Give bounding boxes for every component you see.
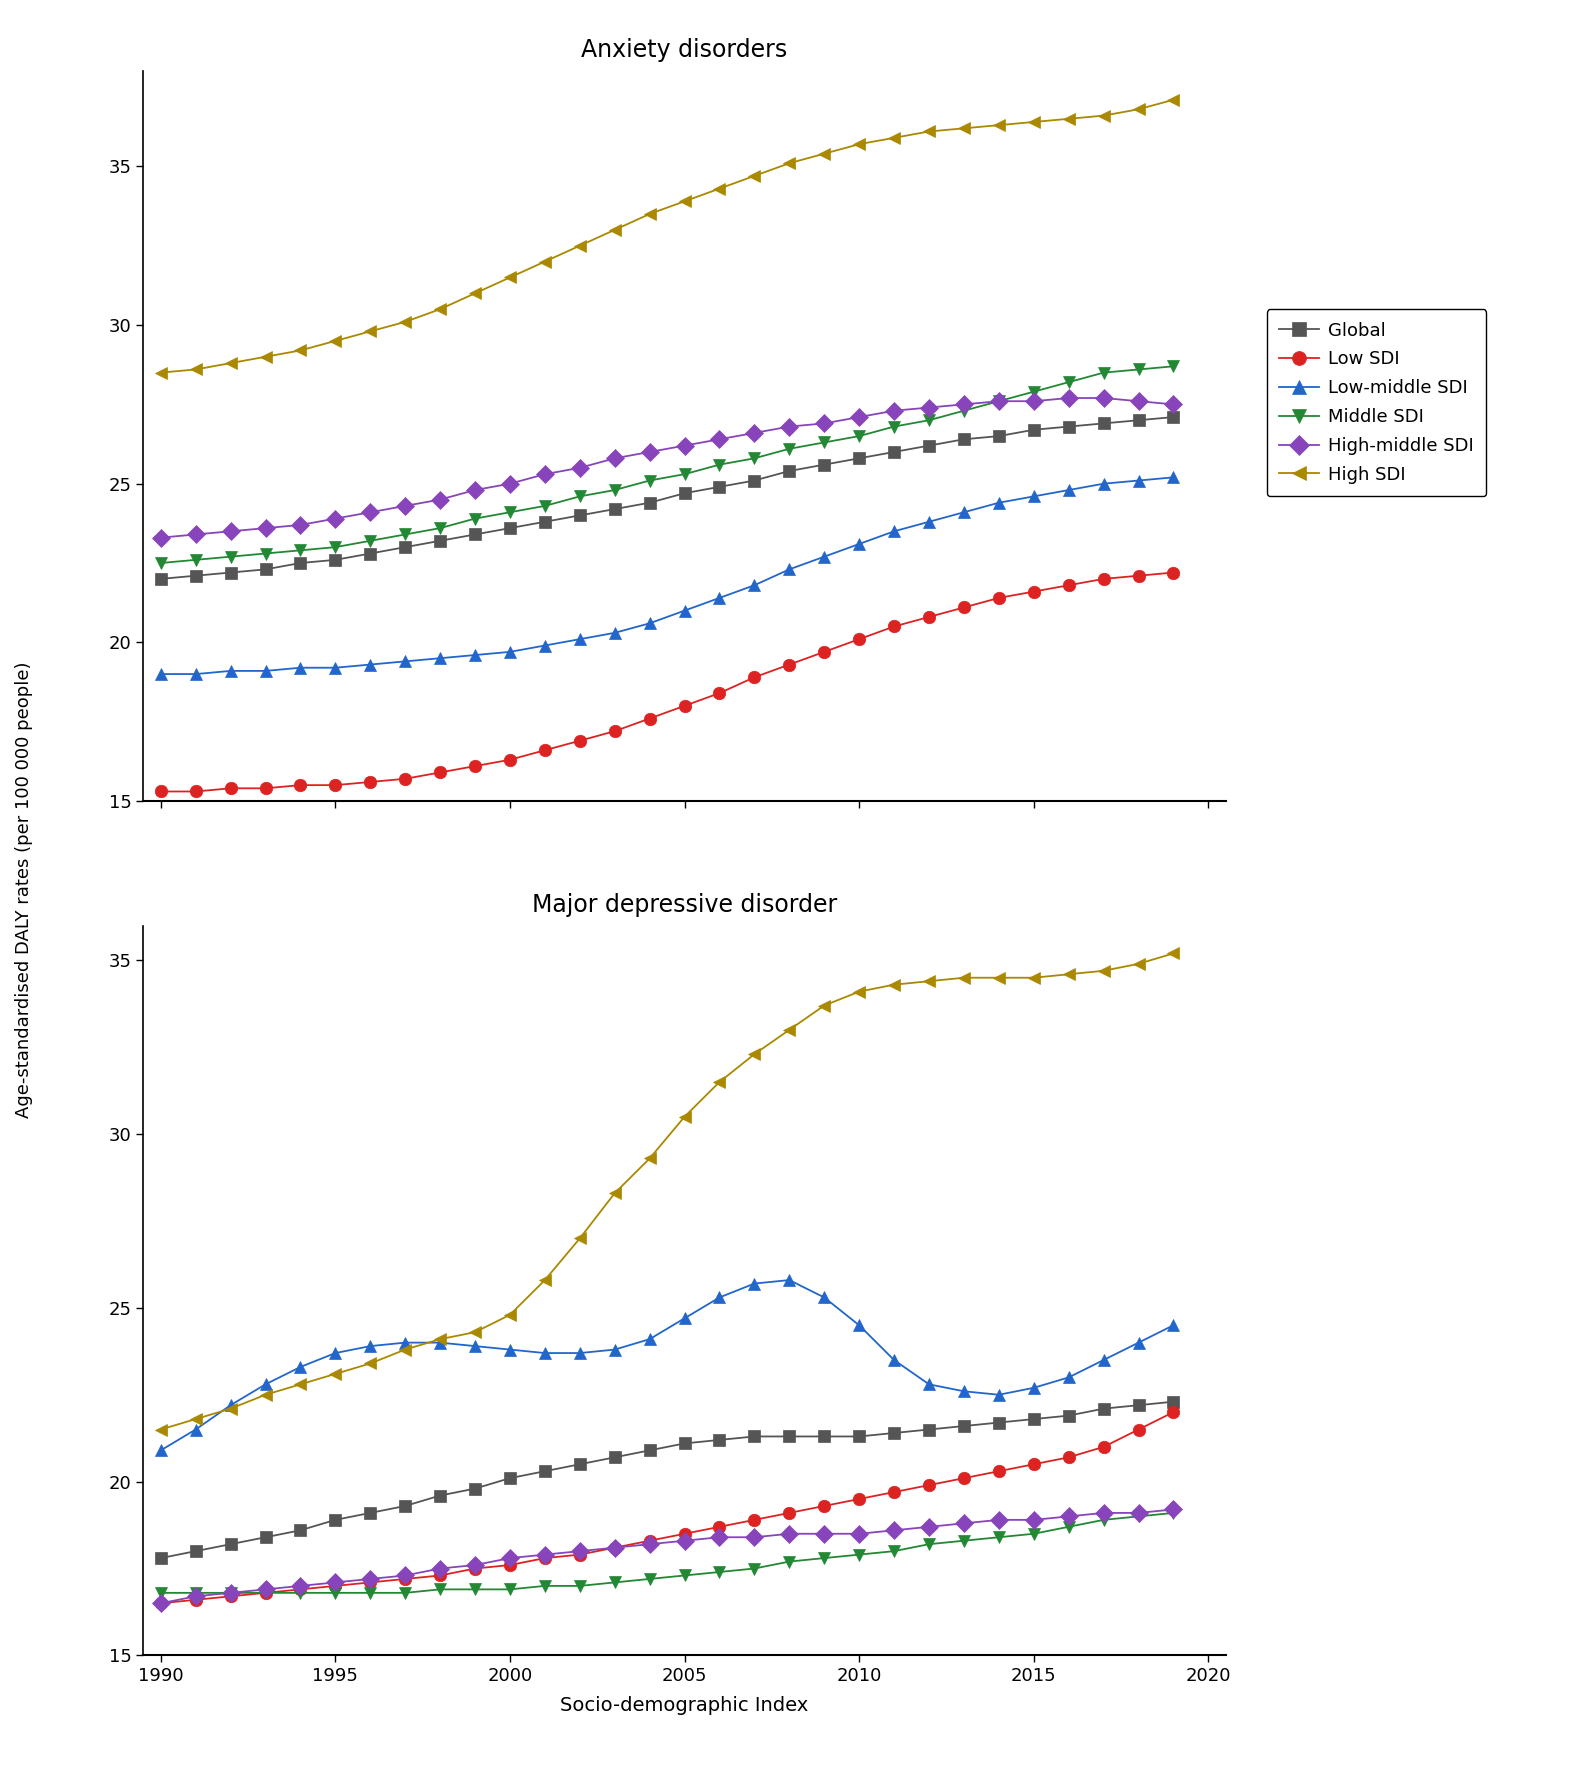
X-axis label: Socio-demographic Index: Socio-demographic Index (560, 1696, 809, 1716)
Title: Major depressive disorder: Major depressive disorder (532, 894, 837, 917)
Text: Age-standardised DALY rates (per 100 000 people): Age-standardised DALY rates (per 100 000… (14, 662, 33, 1118)
Legend: Global, Low SDI, Low-middle SDI, Middle SDI, High-middle SDI, High SDI: Global, Low SDI, Low-middle SDI, Middle … (1267, 310, 1487, 497)
Title: Anxiety disorders: Anxiety disorders (581, 39, 788, 62)
